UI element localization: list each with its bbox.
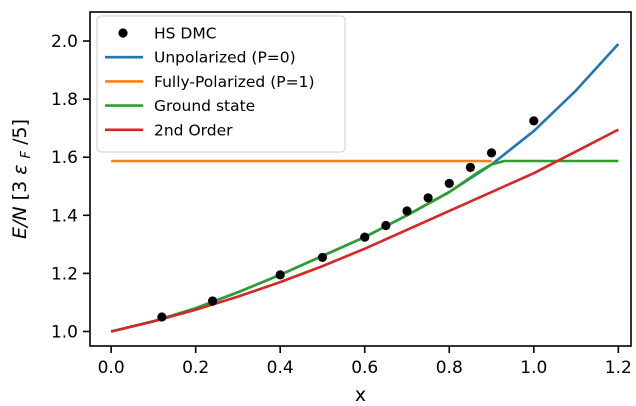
dmc-point	[402, 206, 412, 216]
dmc-point	[529, 116, 539, 126]
y-tick-label: 2.0	[51, 32, 78, 52]
x-tick-label: 0.0	[98, 358, 125, 378]
dmc-point	[275, 270, 285, 280]
y-tick-label: 1.8	[51, 90, 78, 110]
legend-marker	[118, 28, 128, 38]
y-axis-label-unit-suffix: /5]	[9, 119, 31, 145]
legend-label: Fully-Polarized (P=1)	[154, 73, 315, 91]
x-tick-label: 0.4	[267, 358, 294, 378]
plot-frame	[89, 11, 632, 347]
y-axis-label-unit-eps: ε	[9, 164, 31, 174]
dmc-point	[444, 178, 454, 188]
legend-label: 2nd Order	[154, 121, 233, 139]
legend: HS DMC Unpolarized (P=0) Fully-Polarized (…	[96, 15, 346, 153]
y-tick-label: 1.4	[51, 206, 78, 226]
dmc-point	[360, 232, 370, 242]
legend-label: Ground state	[154, 97, 255, 115]
y-tick-label: 1.0	[51, 322, 78, 342]
y-axis-label-unit-prefix: [3	[9, 181, 31, 201]
scatter-points	[157, 116, 539, 322]
dmc-point	[486, 148, 497, 158]
series-line-3	[110, 128, 619, 333]
legend-label: Unpolarized (P=0)	[154, 49, 296, 67]
legend-label: HS DMC	[154, 25, 217, 43]
dmc-point	[465, 162, 475, 172]
y-axis-label-main: E/N	[9, 206, 31, 239]
x-tick-label: 0.8	[436, 358, 463, 378]
series-line-2	[110, 159, 619, 333]
dmc-point	[423, 193, 433, 203]
y-axis-label-unit-sub: F	[19, 150, 34, 158]
legend-box	[96, 15, 346, 153]
y-axis-label: E/N [3 ε F /5]	[9, 119, 35, 239]
x-axis-label: x	[355, 384, 366, 406]
x-axis-ticks: 0.0 0.2 0.4 0.6 0.8 1.0 1.2	[98, 346, 632, 378]
dmc-point	[157, 312, 167, 322]
x-tick-label: 0.6	[351, 358, 378, 378]
x-tick-label: 1.0	[520, 358, 547, 378]
y-axis-ticks: 1.0 1.2 1.4 1.6 1.8 2.0	[51, 32, 90, 342]
dmc-point	[317, 252, 328, 263]
dmc-point	[381, 220, 391, 231]
y-tick-label: 1.2	[51, 264, 78, 284]
y-tick-label: 1.6	[51, 148, 78, 168]
dmc-point	[207, 296, 218, 306]
x-tick-label: 1.2	[605, 358, 632, 378]
x-tick-label: 0.2	[182, 358, 209, 378]
